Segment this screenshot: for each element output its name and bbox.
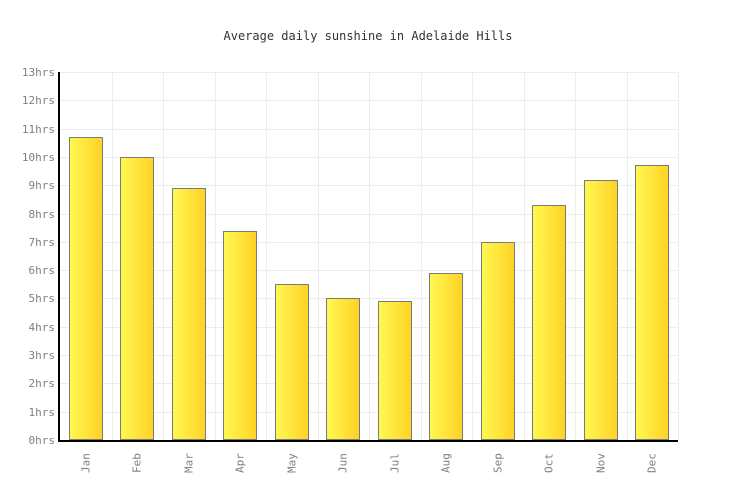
y-axis-tick-label: 6hrs bbox=[28, 264, 56, 278]
x-axis-tick-label: Jan bbox=[79, 453, 93, 473]
y-axis-line bbox=[58, 72, 60, 442]
bar-jul bbox=[377, 301, 412, 440]
gridline-vertical bbox=[111, 72, 113, 440]
gridline-vertical bbox=[369, 72, 370, 440]
y-axis-tick-label: 9hrs bbox=[28, 179, 56, 193]
y-axis-tick-label: 13hrs bbox=[21, 66, 55, 79]
gridline-vertical bbox=[214, 72, 216, 440]
x-axis-tick-label: May bbox=[285, 453, 299, 473]
bar-dec bbox=[635, 165, 670, 440]
bar-feb bbox=[120, 156, 155, 440]
bar-nov bbox=[583, 179, 618, 440]
gridline-vertical bbox=[163, 72, 164, 440]
bar-sep bbox=[480, 241, 515, 440]
y-axis-tick-label: 8hrs bbox=[28, 207, 56, 221]
chart-title: Average daily sunshine in Adelaide Hills bbox=[223, 29, 513, 43]
x-axis-tick-label: Aug bbox=[439, 453, 453, 473]
y-axis-tick-label: 3hrs bbox=[28, 349, 56, 363]
y-axis-tick-label: 1hrs bbox=[28, 405, 56, 419]
bar-apr bbox=[223, 230, 258, 440]
y-axis-tick-label: 5hrs bbox=[28, 292, 56, 306]
bar-jun bbox=[326, 298, 361, 440]
x-axis-tick-label: Oct bbox=[542, 453, 556, 473]
x-axis-tick-label: Sep bbox=[491, 453, 505, 473]
y-axis-tick-label: 10hrs bbox=[21, 150, 55, 164]
y-axis-tick-label: 11hrs bbox=[21, 122, 55, 136]
gridline-vertical bbox=[626, 72, 628, 440]
x-axis-line bbox=[58, 440, 678, 442]
bar-aug bbox=[429, 272, 464, 440]
y-axis-tick-label: 4hrs bbox=[28, 320, 56, 334]
gridline-vertical bbox=[266, 72, 267, 440]
x-axis-tick-label: Nov bbox=[594, 453, 608, 473]
gridline-vertical bbox=[317, 72, 319, 440]
y-axis-tick-label: 7hrs bbox=[28, 235, 56, 249]
gridline-vertical bbox=[678, 72, 679, 440]
bar-oct bbox=[532, 205, 567, 440]
x-axis-tick-label: Mar bbox=[182, 453, 196, 473]
x-axis-tick-label: Dec bbox=[645, 453, 659, 473]
bar-mar bbox=[171, 188, 206, 440]
y-axis-tick-label: 2hrs bbox=[28, 377, 56, 391]
gridline-vertical bbox=[575, 72, 576, 440]
bar-jan bbox=[68, 137, 103, 440]
y-axis-tick-label: 0hrs bbox=[28, 434, 56, 447]
gridline-vertical bbox=[420, 72, 422, 440]
gridline-vertical bbox=[523, 72, 525, 440]
x-axis-tick-label: Jul bbox=[388, 453, 402, 473]
x-axis-tick-label: Feb bbox=[130, 453, 144, 473]
bar-may bbox=[274, 284, 309, 440]
y-axis-tick-label: 12hrs bbox=[21, 94, 55, 108]
gridline-vertical bbox=[472, 72, 473, 440]
x-axis-tick-label: Apr bbox=[233, 453, 247, 473]
x-axis-tick-label: Jun bbox=[336, 453, 350, 473]
